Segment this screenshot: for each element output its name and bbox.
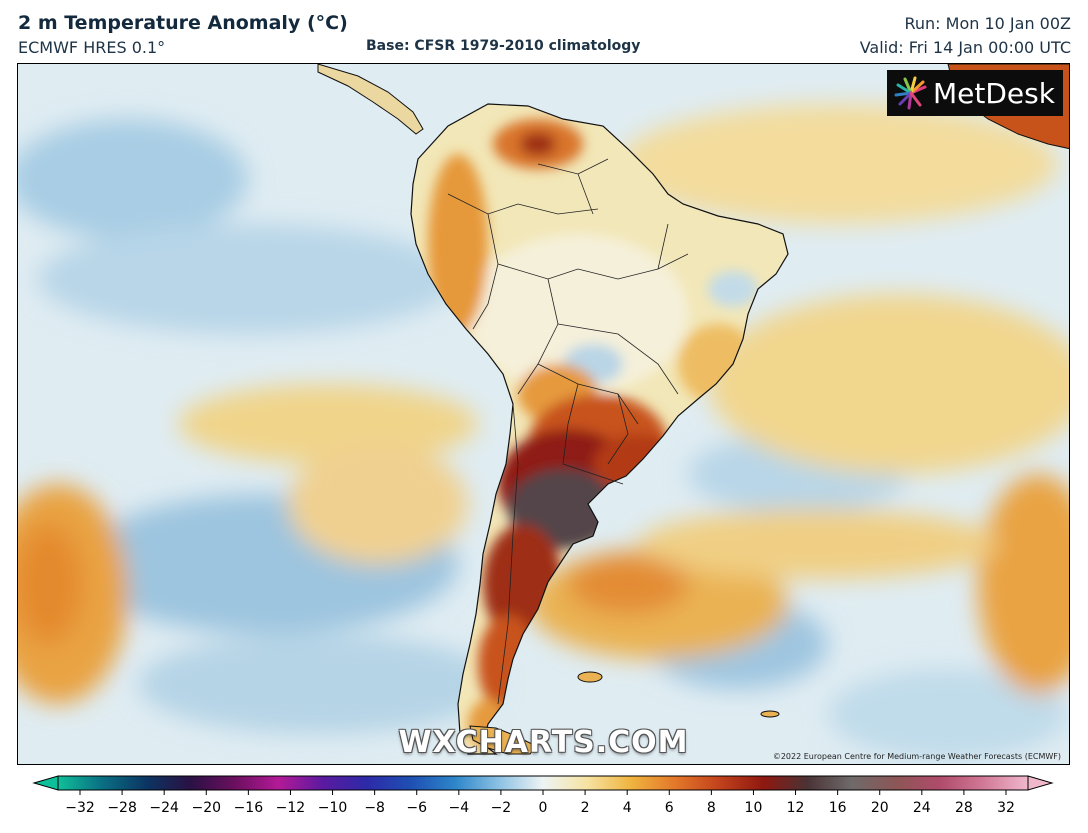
colorbar-tick-label: −4 (448, 800, 469, 816)
warm-band-pacific2 (288, 444, 468, 564)
colorbar-tick-label: −12 (276, 800, 306, 816)
ecmwf-copyright: ©2022 European Centre for Medium-range W… (772, 752, 1061, 761)
wxcharts-watermark: WXCHARTS.COM (398, 725, 689, 760)
colorbar-tick-label: 4 (623, 800, 632, 816)
colorbar-tick-label: 6 (665, 800, 674, 816)
colorbar-tick-label: 8 (707, 800, 716, 816)
south-america-land (410, 103, 789, 755)
colorbar-tick-label: −20 (191, 800, 221, 816)
warm-band-pacific (178, 384, 478, 464)
cold-blob-s (138, 634, 498, 734)
cold-blob-far-se (828, 669, 1068, 759)
valid-time-label: Valid: Fri 14 Jan 00:00 UTC (859, 38, 1071, 57)
islands (469, 671, 780, 755)
colorbar-tick-label: 16 (829, 800, 847, 816)
warm-blob-e (978, 474, 1069, 694)
colorbar-tick-label: 32 (997, 800, 1015, 816)
colorbar-tick-label: 20 (871, 800, 889, 816)
colorbar-tick-label: 24 (913, 800, 931, 816)
land-warm-andes-n (428, 154, 488, 334)
base-climatology-label: Base: CFSR 1979-2010 climatology (366, 38, 641, 54)
map-canvas (18, 64, 1069, 764)
warm-plume-core (568, 554, 688, 614)
colorbar-tick-label: −8 (364, 800, 385, 816)
metdesk-logo-icon (894, 76, 927, 110)
cold-blob-w (38, 224, 458, 334)
colorbar-tick-label: −16 (234, 800, 264, 816)
colorbar-tick-label: −32 (65, 800, 95, 816)
south-georgia (760, 710, 780, 718)
colorbar-tick-label: −2 (491, 800, 512, 816)
run-label: Run: Mon 10 Jan 00Z (904, 14, 1072, 33)
warm-blob-w-inner (18, 524, 83, 644)
chart-title: 2 m Temperature Anomaly (°C) (18, 12, 348, 34)
metdesk-logo-text: MetDesk (933, 76, 1055, 110)
colorbar-tick-label: 10 (745, 800, 763, 816)
cold-blob-nw (18, 119, 248, 239)
colorbar-tick-label: 2 (581, 800, 590, 816)
warm-band-atlantic-s (638, 509, 998, 579)
colorbar-left-arrow (32, 775, 59, 791)
falkland-islands (577, 671, 603, 683)
colorbar-ticks: −32 −28 −24 −20 −16 −12 −10 −8 −6 −4 −2 0 2 4 6 8 10 12 16… (65, 790, 1015, 816)
warm-band-e (708, 294, 1069, 474)
tierra-del-fuego (469, 725, 537, 755)
central-america-land (317, 64, 424, 135)
colorbar-tick-label: −6 (406, 800, 427, 816)
land-outline (410, 103, 789, 755)
land-cool-ne (708, 271, 758, 307)
land-mild-center (468, 234, 688, 394)
colorbar-tick-label: −28 (107, 800, 137, 816)
colorbar-tick-label: −10 (318, 800, 348, 816)
colorbar-tick-label: −24 (149, 800, 179, 816)
colorbar-bar (57, 775, 1029, 791)
colorbar-tick-label: 28 (955, 800, 973, 816)
land-warm-venezuela-core (520, 132, 556, 156)
metdesk-logo: MetDesk (887, 70, 1063, 116)
colorbar-right-arrow (1027, 775, 1054, 791)
colorbar-tick-label: 12 (787, 800, 805, 816)
model-label: ECMWF HRES 0.1° (18, 38, 166, 57)
colorbar-legend: −32 −28 −24 −20 −16 −12 −10 −8 −6 −4 −2 0 2 4 6 8 10 12 16… (32, 775, 1054, 816)
anomaly-map: MetDesk WXCHARTS.COM ©2022 European Cent… (17, 63, 1070, 765)
country-borders (447, 158, 689, 705)
ocean-anomaly-field (18, 104, 1069, 759)
warm-band-ne (618, 104, 1058, 224)
colorbar-tick-label: 0 (539, 800, 548, 816)
